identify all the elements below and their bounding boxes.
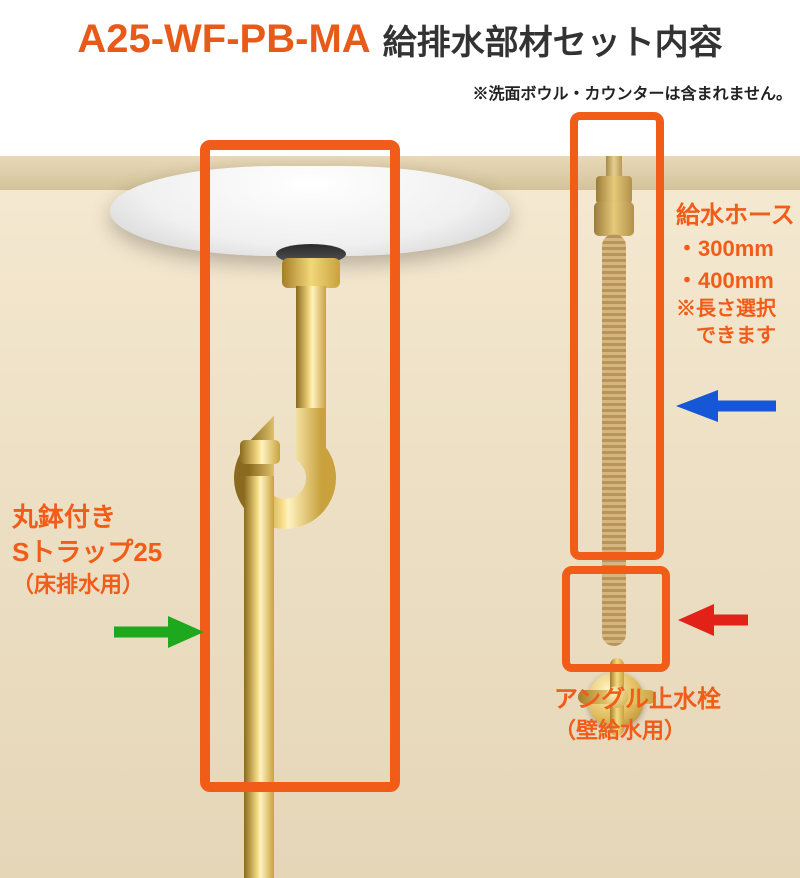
drain-nut bbox=[282, 258, 340, 288]
flexible-supply-hose bbox=[602, 234, 626, 646]
label-strap-line2: Sトラップ25 bbox=[12, 535, 162, 570]
header: A25-WF-PB-MA 給排水部材セット内容 bbox=[0, 0, 800, 78]
label-valve-sub: （壁給水用） bbox=[554, 716, 721, 746]
label-hose-note2: できます bbox=[676, 323, 795, 350]
product-code: A25-WF-PB-MA bbox=[77, 17, 370, 62]
header-title: 給排水部材セット内容 bbox=[383, 15, 723, 64]
label-valve: アングル止水栓 （壁給水用） bbox=[554, 684, 721, 746]
label-hose: 給水ホース ・300mm ・400mm ※長さ選択 できます bbox=[676, 200, 795, 350]
label-strap: 丸鉢付き Sトラップ25 （床排水用） bbox=[12, 500, 162, 600]
label-hose-title: 給水ホース bbox=[676, 200, 795, 232]
arrow-green bbox=[114, 612, 204, 652]
label-strap-line1: 丸鉢付き bbox=[12, 500, 162, 535]
hose-top-nut bbox=[596, 176, 632, 204]
label-hose-opt2: ・400mm bbox=[676, 266, 795, 296]
hose-coupling bbox=[594, 202, 634, 236]
label-hose-opt1: ・300mm bbox=[676, 234, 795, 264]
label-valve-title: アングル止水栓 bbox=[554, 684, 721, 716]
diagram-root: A25-WF-PB-MA 給排水部材セット内容 ※洗面ボウル・カウンターは含まれ… bbox=[0, 0, 800, 800]
arrow-blue bbox=[676, 386, 776, 426]
hose-threaded-rod bbox=[606, 156, 622, 178]
label-hose-note1: ※長さ選択 bbox=[676, 296, 795, 323]
label-strap-sub: （床排水用） bbox=[12, 570, 162, 600]
tail-drain-pipe bbox=[244, 476, 274, 878]
basin-bowl bbox=[110, 166, 510, 256]
arrow-red bbox=[678, 600, 748, 640]
